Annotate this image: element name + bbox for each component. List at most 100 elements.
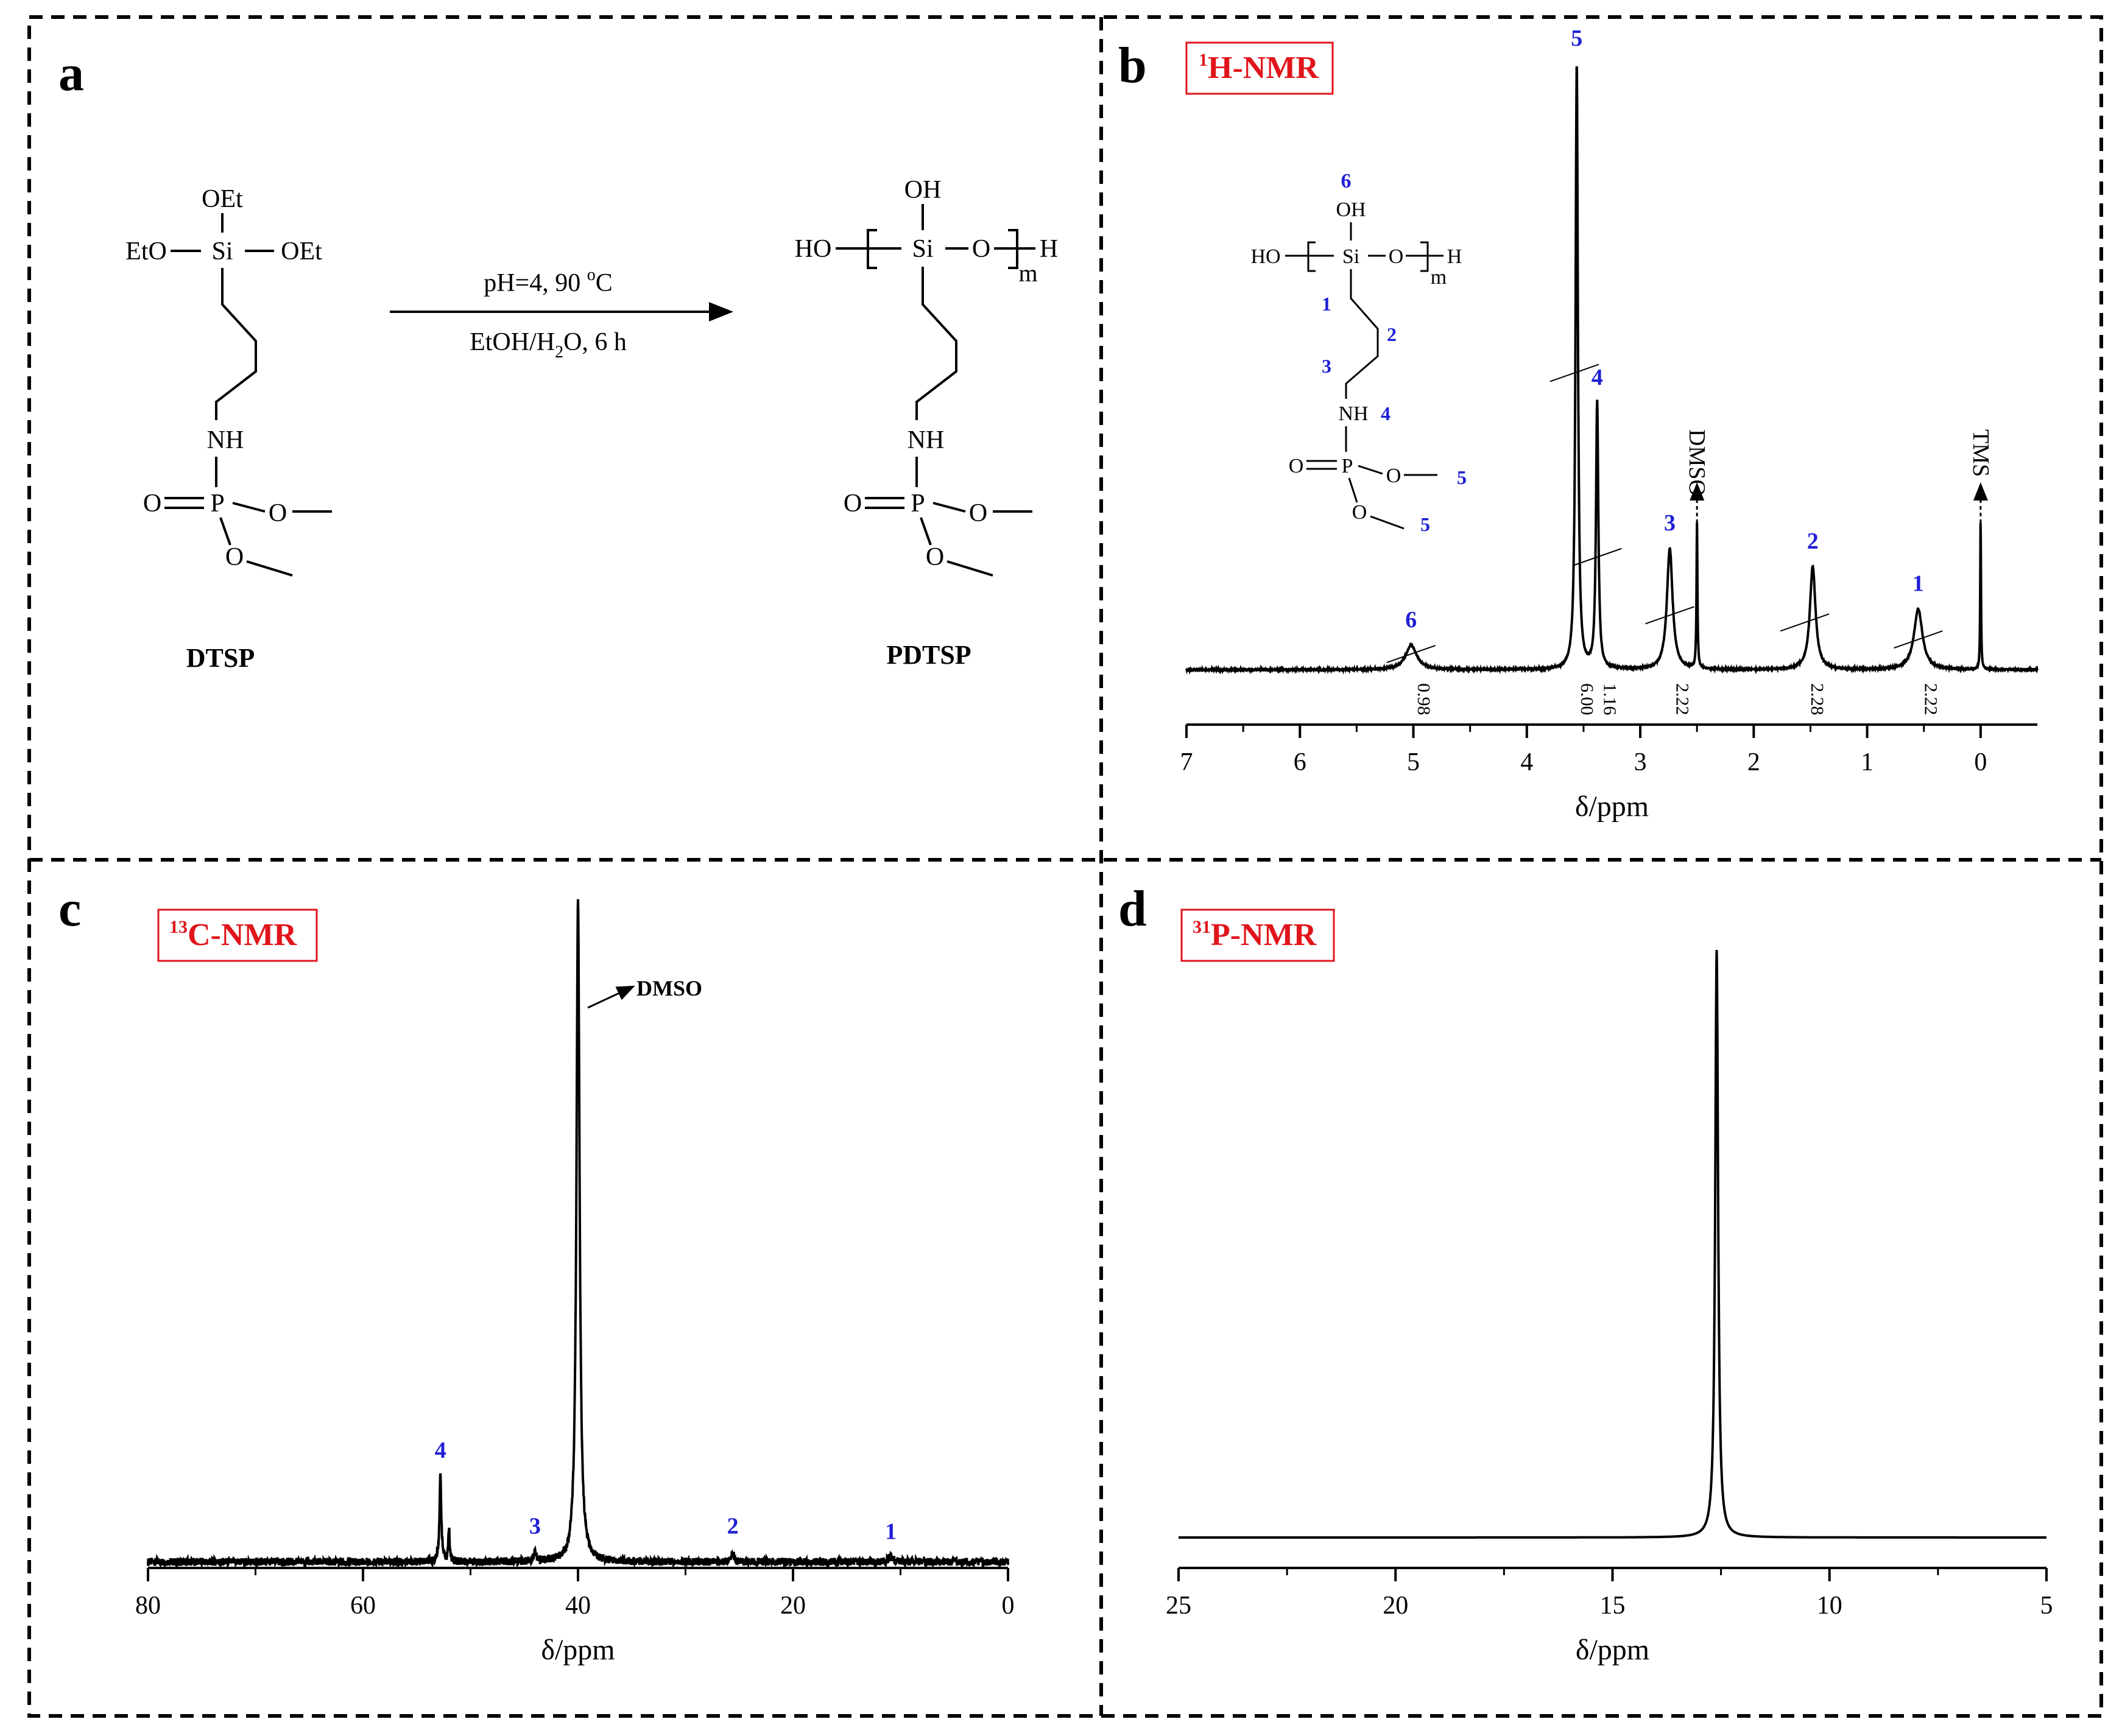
atom-label: O: [225, 543, 244, 571]
spectrum-line: [147, 899, 1009, 1569]
panel-c-13c-nmr: c 13C-NMR 80 60 40 20 0 δ/ppm 4 3 2 1 DMSO: [58, 880, 1015, 1666]
atom-label: NH: [908, 426, 945, 454]
atom-label: O: [969, 499, 987, 527]
x-tick-label: 7: [1180, 748, 1193, 776]
propyl-chain: [215, 268, 257, 420]
repeat-unit-label: m: [1431, 266, 1447, 289]
nucleus-badge: [1180, 908, 1335, 962]
atom-label: O: [844, 490, 862, 518]
nucleus-badge: [1185, 41, 1334, 95]
x-tick-label: 25: [1166, 1592, 1191, 1620]
atom-label: Si: [912, 235, 933, 263]
peak-label: 2: [1807, 529, 1819, 554]
peak-label: 1: [885, 1519, 897, 1544]
integral-mark: [1894, 630, 1943, 649]
proton-label: 4: [1381, 402, 1391, 424]
x-tick-label: 10: [1817, 1592, 1842, 1620]
atom-label: Si: [211, 237, 233, 265]
panel-letter-c: c: [58, 880, 81, 937]
x-tick-label: 0: [1002, 1592, 1015, 1620]
peak-label: 2: [727, 1514, 739, 1539]
spectrum-line: [1185, 66, 2039, 675]
inset-structure: [1285, 222, 1443, 530]
x-axis-label: δ/ppm: [1576, 1634, 1649, 1666]
atom-label: OH: [1336, 199, 1366, 221]
integral-value: 6.00: [1577, 683, 1597, 715]
outer-border: [27, 15, 2103, 1718]
bond: [1370, 515, 1405, 530]
peak-label: 3: [1664, 510, 1676, 536]
x-tick-label: 6: [1294, 748, 1306, 776]
reactant-name: DTSP: [186, 643, 255, 673]
product-structure: [836, 204, 1035, 577]
product-atom-labels: OH HO Si O H m NH O P O O: [795, 176, 1059, 571]
integral-mark: [1645, 606, 1694, 625]
x-tick-label: 0: [1974, 748, 1987, 776]
atom-label: HO: [1250, 245, 1280, 268]
plot-13c-nmr: 80 60 40 20 0 δ/ppm 4 3 2 1 DMSO: [135, 899, 1015, 1666]
atom-label: O: [1389, 245, 1404, 268]
x-tick-label: 15: [1600, 1592, 1626, 1620]
atom-label: EtO: [125, 237, 167, 265]
solvent-label: DMSO: [636, 976, 702, 1000]
peak-label: 3: [529, 1514, 541, 1539]
x-tick-label: 40: [565, 1592, 591, 1620]
bracket-left: [867, 229, 877, 269]
x-tick-label: 20: [1383, 1592, 1408, 1620]
peak-label: 4: [1592, 365, 1603, 390]
reference-label: TMS: [1968, 429, 1993, 477]
x-tick-label: 2: [1747, 748, 1760, 776]
bond: [1348, 477, 1358, 503]
integral-value: 2.28: [1807, 683, 1827, 715]
atom-label: OEt: [281, 237, 322, 265]
bracket-left: [1307, 241, 1316, 272]
atom-label: O: [926, 543, 944, 571]
proton-label: 1: [1322, 293, 1331, 315]
plot-1h-nmr: 7 6 5 4 3 2 1 0 δ/ppm 6 5 4 3 2 1 0.98 6.00 1.16 2.22 2.28 2…: [1180, 26, 2039, 823]
nucleus-badge-label: 13C-NMR: [169, 917, 298, 952]
atom-label: O: [143, 490, 161, 518]
panel-letter-a: a: [58, 45, 84, 102]
bond: [1358, 465, 1383, 475]
panel-frame: [27, 15, 2103, 1718]
proton-label: 2: [1387, 323, 1397, 345]
atom-label: OH: [904, 176, 942, 204]
reactant-atom-labels: OEt EtO Si OEt NH O P O O: [125, 185, 322, 571]
solvent-label: DMSO: [1684, 429, 1710, 496]
reaction-conditions-line1: pH=4, 90 oC: [484, 265, 613, 297]
nucleus-badge: [157, 908, 318, 962]
atom-label: HO: [795, 235, 832, 263]
repeat-unit-label: m: [1018, 259, 1037, 287]
x-tick-label: 5: [2040, 1592, 2053, 1620]
bond: [246, 560, 293, 577]
proton-label: 5: [1420, 513, 1430, 535]
x-tick-label: 4: [1520, 748, 1533, 776]
integral-mark: [1549, 364, 1599, 382]
x-tick-label: 3: [1634, 748, 1647, 776]
panel-d-31p-nmr: d 31P-NMR 25 20 15 10 5 δ/ppm: [1118, 880, 2053, 1666]
nucleus-badge-label: 31P-NMR: [1193, 917, 1317, 952]
peak-label: 5: [1571, 26, 1582, 51]
atom-label: P: [1342, 455, 1353, 477]
atom-label: O: [1289, 455, 1304, 477]
proton-label: 6: [1341, 170, 1352, 192]
x-axis-label: δ/ppm: [541, 1634, 615, 1666]
atom-label: P: [911, 490, 925, 518]
peak-label: 6: [1405, 607, 1417, 633]
panel-b-1h-nmr: b 1H-NMR 6 OH HO Si O H m: [1118, 26, 2039, 823]
bond: [219, 517, 231, 546]
integral-value: 2.22: [1672, 683, 1692, 715]
atom-label: H: [1040, 235, 1058, 263]
atom-label: Si: [1342, 245, 1359, 268]
plot-31p-nmr: 25 20 15 10 5 δ/ppm: [1166, 949, 2053, 1666]
spectrum-line: [1179, 949, 2046, 1539]
integral-value: 0.98: [1414, 683, 1434, 715]
integral-mark: [1780, 613, 1830, 632]
x-tick-label: 20: [780, 1592, 806, 1620]
bond: [946, 560, 993, 577]
x-tick-label: 80: [135, 1592, 161, 1620]
x-tick-label: 60: [350, 1592, 376, 1620]
atom-label: P: [210, 490, 224, 518]
